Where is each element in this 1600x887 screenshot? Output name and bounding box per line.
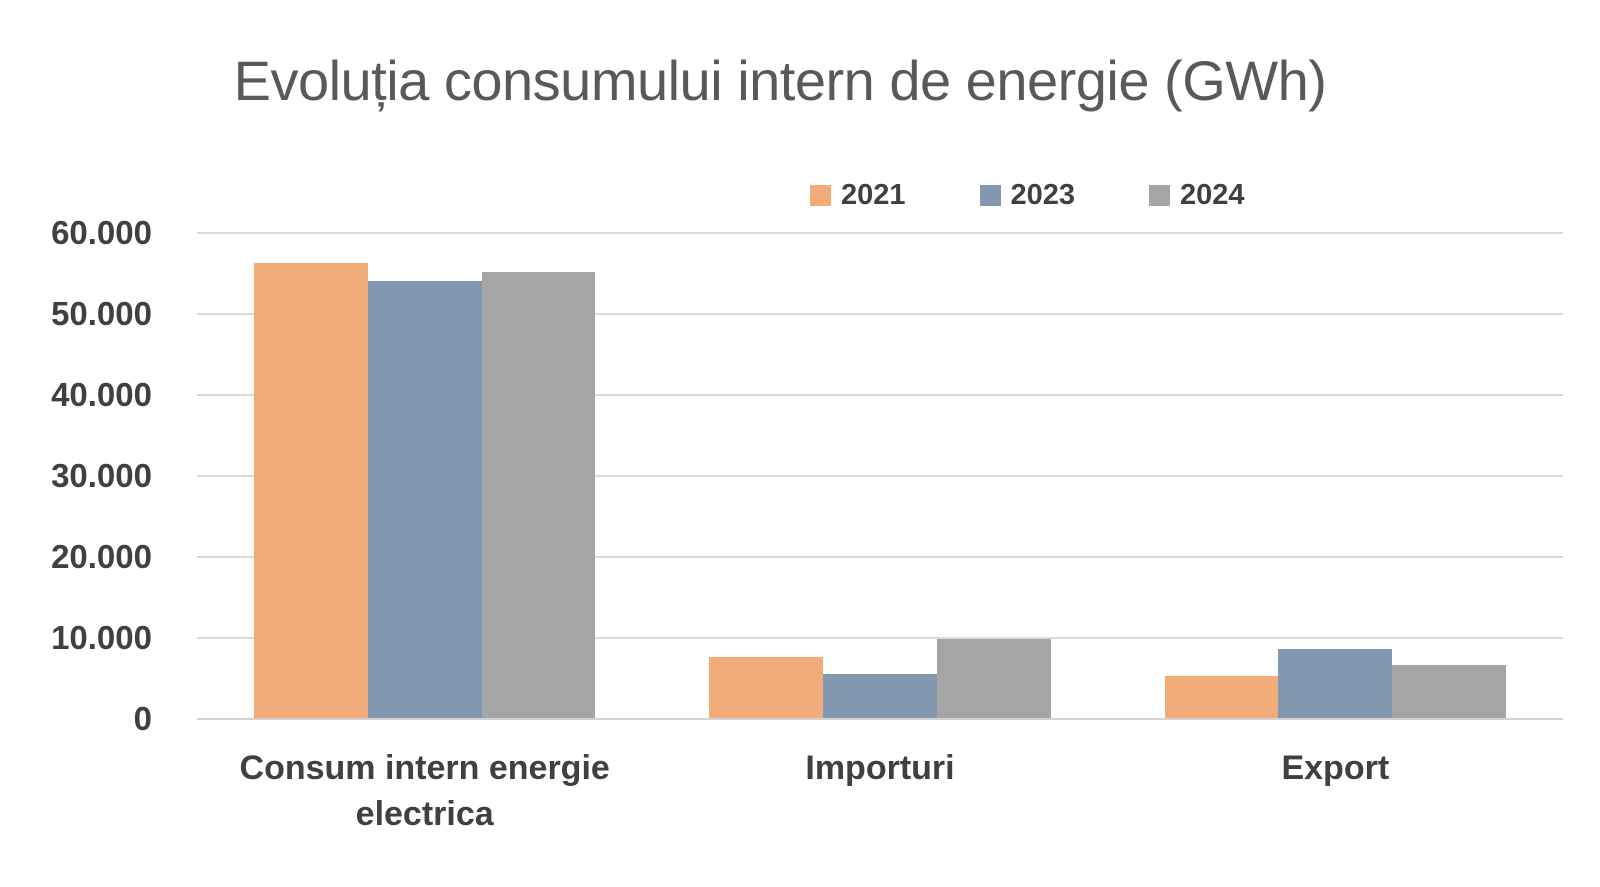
- gridline: [197, 637, 1563, 639]
- legend-label: 2021: [841, 179, 906, 211]
- y-axis-tick-label: 30.000: [51, 457, 152, 494]
- bar-2024-category-3: [1392, 665, 1507, 718]
- bar-2024-category-1: [481, 271, 596, 718]
- y-axis-tick-label: 10.000: [51, 619, 152, 656]
- y-axis-tick-label: 20.000: [51, 538, 152, 575]
- y-axis-tick-label: 0: [133, 700, 152, 737]
- chart-legend: 2021 2023 2024: [810, 179, 1245, 212]
- legend-swatch-icon: [1149, 185, 1171, 206]
- bar-2023-category-2: [823, 674, 937, 718]
- gridline: [197, 394, 1563, 396]
- legend-label: 2023: [1010, 179, 1076, 211]
- x-axis-category-label: Export: [1281, 749, 1390, 787]
- gridline: [197, 556, 1563, 558]
- gridline: [197, 475, 1563, 477]
- bar-2021-category-2: [709, 657, 824, 718]
- x-axis-category-label: Consum intern energie electrica: [239, 749, 610, 833]
- legend-item-2024: 2024: [1149, 179, 1245, 212]
- bar-2021-category-1: [253, 262, 368, 718]
- gridline: [197, 232, 1563, 234]
- legend-item-2021: 2021: [810, 179, 906, 212]
- bar-2023-category-3: [1278, 649, 1393, 718]
- x-axis-category-label: Importuri: [805, 749, 955, 787]
- x-axis-line: [197, 718, 1563, 720]
- bar-2024-category-2: [936, 639, 1051, 718]
- bar-2021-category-3: [1164, 675, 1279, 718]
- legend-swatch-icon: [979, 185, 1001, 206]
- bar-2023-category-1: [367, 281, 482, 718]
- legend-swatch-icon: [810, 185, 831, 206]
- y-axis-tick-label: 60.000: [51, 214, 152, 251]
- legend-label: 2024: [1180, 179, 1245, 211]
- legend-item-2023: 2023: [979, 179, 1076, 212]
- y-axis-tick-label: 50.000: [51, 295, 152, 332]
- gridline: [197, 313, 1563, 315]
- chart-title: Evoluția consumului intern de energie (G…: [233, 49, 1327, 112]
- y-axis-tick-label: 40.000: [51, 376, 152, 413]
